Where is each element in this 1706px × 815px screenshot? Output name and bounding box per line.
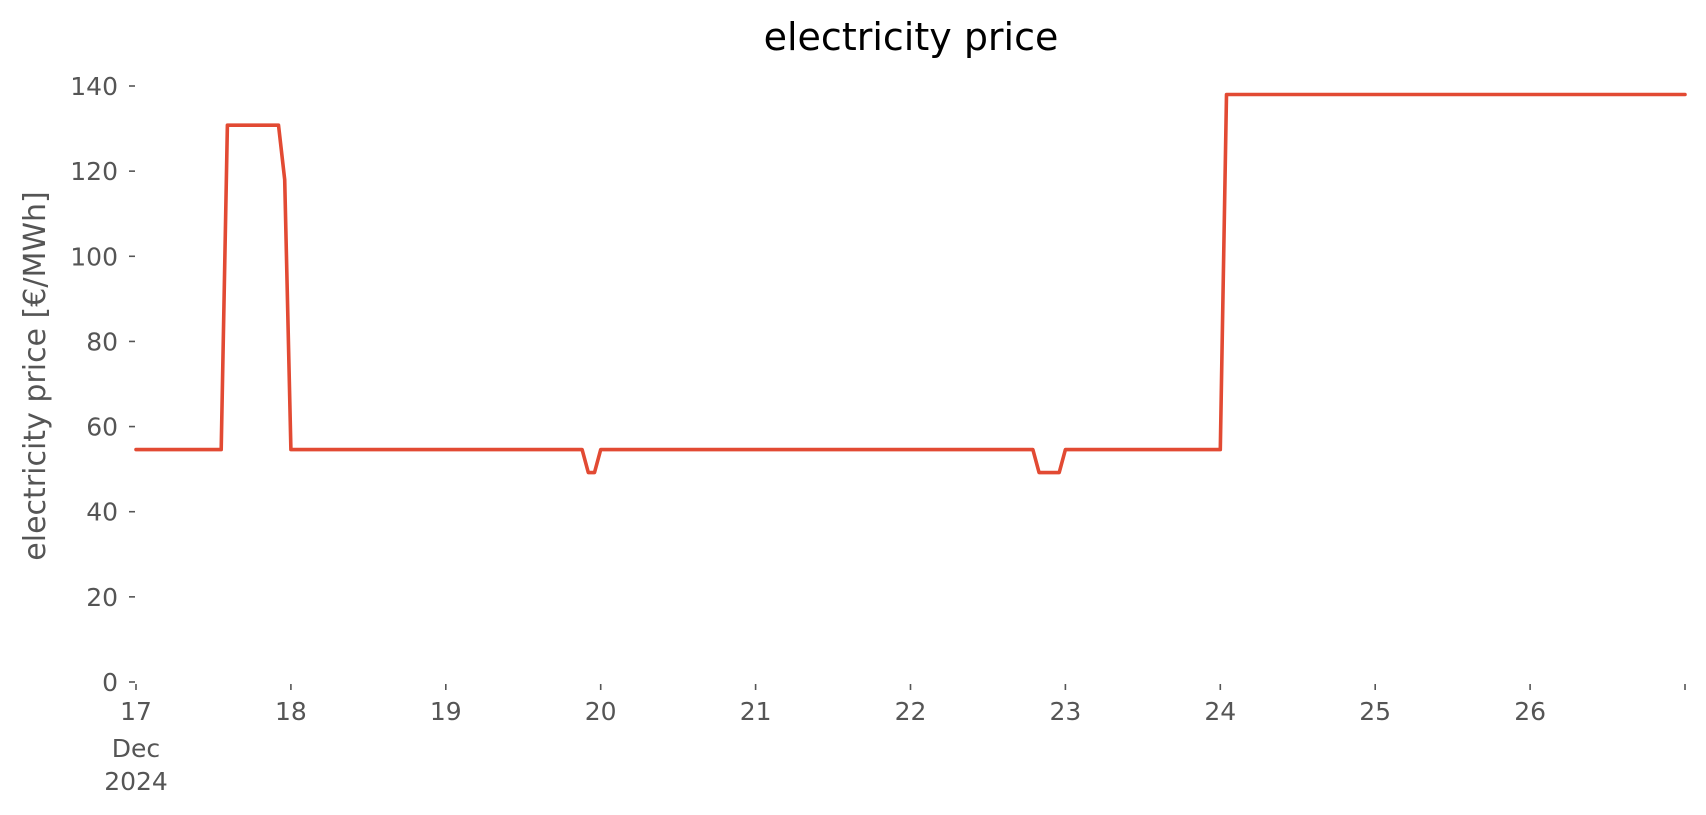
chart-title: electricity price [764,15,1059,59]
x-tick-label: 18 [275,697,307,726]
x-tick-label: 17 [120,697,152,726]
x-tick-label: 26 [1514,697,1546,726]
y-axis: 0 20 40 60 80 100 120 140 [70,72,135,697]
y-tick-label: 140 [70,72,118,101]
x-tick-label: 20 [585,697,617,726]
x-tick-sublabel: 2024 [104,767,168,796]
x-tick-label: 19 [430,697,462,726]
x-axis: 17 Dec 2024 18 19 20 21 22 23 24 25 26 [104,684,1686,796]
price-series-line [134,92,1687,475]
y-tick-label: 40 [86,498,118,527]
y-tick-label: 120 [70,157,118,186]
plot-area [134,92,1687,475]
y-tick-label: 20 [86,583,118,612]
x-tick-label: 23 [1049,697,1081,726]
x-tick-label: 25 [1359,697,1391,726]
y-tick-label: 60 [86,413,118,442]
y-tick-label: 0 [102,668,118,697]
x-tick-label: 21 [740,697,772,726]
x-tick-label: 22 [895,697,927,726]
x-tick-label: 24 [1204,697,1236,726]
y-axis-label: electricity price [€/MWh] [18,191,53,560]
y-tick-label: 100 [70,242,118,271]
x-tick-sublabel: Dec [112,734,160,763]
y-tick-label: 80 [86,327,118,356]
